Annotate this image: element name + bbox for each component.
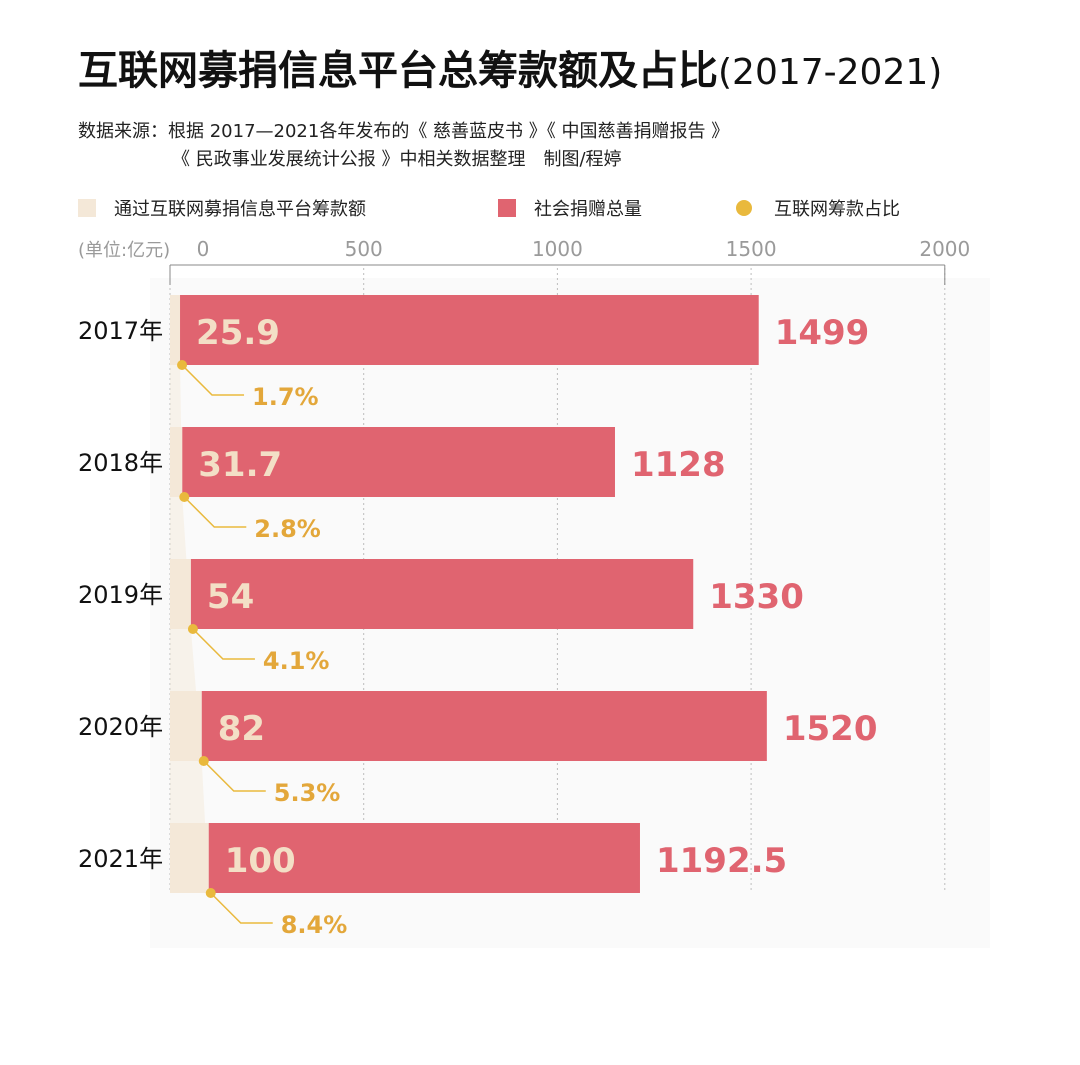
legend-item-total-donation: 社会捐赠总量	[498, 195, 642, 221]
data-label-internet-amount: 25.9	[196, 313, 280, 353]
data-source-line-2: 《 民政事业发展统计公报 》中相关数据整理 制图/程婷	[172, 149, 622, 170]
ratio-leader-line	[192, 628, 255, 660]
bar-internet-amount	[170, 559, 191, 629]
data-label-internet-amount: 31.7	[198, 445, 282, 485]
chart-title: 互联网募捐信息平台总筹款额及占比(2017-2021)	[78, 38, 942, 96]
ratio-dot	[179, 492, 190, 502]
data-label-internet-amount: 100	[225, 841, 296, 881]
x-tick-label: 0	[197, 237, 210, 261]
category-label: 2018年	[78, 449, 163, 477]
data-label-internet-ratio: 2.8%	[254, 515, 321, 543]
legend-swatch-internet-amount	[78, 199, 96, 217]
chart-title-main: 互联网募捐信息平台总筹款额及占比	[78, 48, 718, 94]
x-tick-label: 1500	[726, 237, 777, 261]
data-label-total-donation: 1520	[783, 709, 878, 749]
category-label: 2021年	[78, 845, 163, 873]
bar-internet-amount	[170, 823, 209, 893]
bar-internet-amount	[170, 427, 183, 497]
data-label-internet-ratio: 8.4%	[281, 911, 348, 939]
data-label-internet-ratio: 1.7%	[252, 383, 319, 411]
ratio-dot	[177, 360, 188, 370]
bar-total-donation	[201, 691, 767, 761]
legend-label-total-donation: 社会捐赠总量	[534, 199, 642, 220]
bar-internet-amount	[170, 295, 181, 365]
data-label-total-donation: 1330	[709, 577, 804, 617]
legend-label-internet-ratio: 互联网筹款占比	[774, 199, 900, 220]
bar-internet-amount	[170, 691, 202, 761]
bar-total-donation	[182, 427, 615, 497]
chart-title-years: (2017-2021)	[718, 52, 943, 93]
x-tick-label: 2000	[919, 237, 970, 261]
bar-total-donation	[180, 295, 759, 365]
data-source-note: 数据来源：根据 2017—2021各年发布的《 慈善蓝皮书 》《 中国慈善捐赠报…	[78, 118, 729, 174]
ratio-dot	[187, 624, 198, 634]
ratio-dot	[198, 756, 209, 766]
legend-swatch-total-donation	[498, 199, 516, 217]
data-label-internet-ratio: 5.3%	[274, 779, 341, 807]
data-source-line-1: 数据来源：根据 2017—2021各年发布的《 慈善蓝皮书 》《 中国慈善捐赠报…	[78, 121, 730, 142]
data-label-internet-amount: 82	[218, 709, 265, 749]
ratio-leader-line	[183, 496, 247, 528]
category-label: 2019年	[78, 581, 163, 609]
data-label-internet-ratio: 4.1%	[263, 647, 330, 675]
data-label-total-donation: 1128	[631, 445, 726, 485]
ratio-leader-line	[203, 760, 266, 792]
x-tick-label: 1000	[532, 237, 583, 261]
legend-item-internet-ratio: 互联网筹款占比	[736, 195, 900, 221]
data-label-internet-amount: 54	[207, 577, 254, 617]
category-label: 2020年	[78, 713, 163, 741]
category-label: 2017年	[78, 317, 163, 345]
legend-label-internet-amount: 通过互联网募捐信息平台筹款额	[114, 199, 366, 220]
bar-total-donation	[208, 823, 640, 893]
data-label-total-donation: 1499	[775, 313, 870, 353]
ratio-leader-line	[181, 364, 245, 396]
ratio-leader-line	[210, 892, 273, 924]
x-tick-label: 500	[345, 237, 383, 261]
unit-label: (单位:亿元)	[78, 240, 170, 261]
legend-item-internet-amount: 通过互联网募捐信息平台筹款额	[78, 195, 366, 221]
ratio-dot	[205, 888, 216, 898]
legend-swatch-internet-ratio	[736, 200, 752, 216]
bar-total-donation	[190, 559, 694, 629]
data-label-total-donation: 1192.5	[656, 841, 787, 881]
